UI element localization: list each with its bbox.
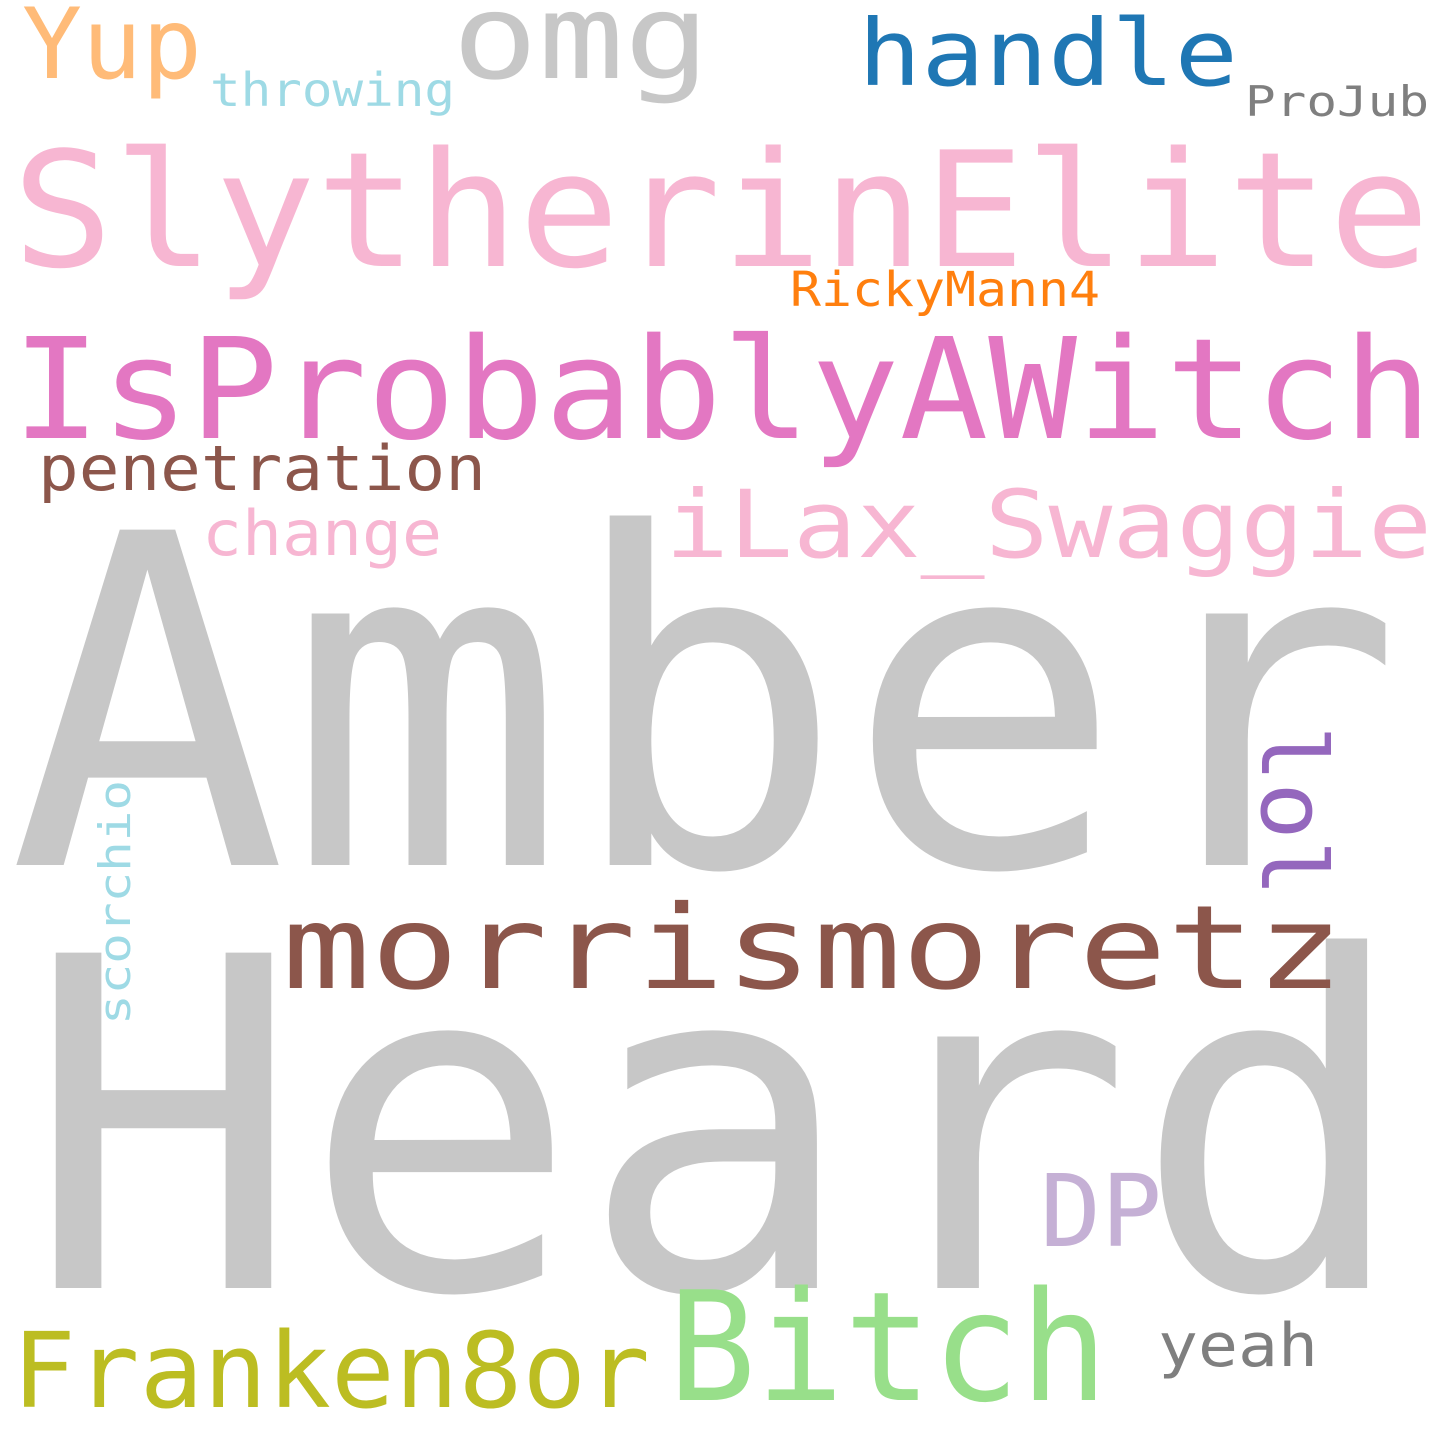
word-morrismoretz: morrismoretz [282, 881, 1344, 1016]
word-slytherinelite: SlytherinElite [12, 117, 1430, 304]
word-ilax-swaggie: iLax_Swaggie [665, 471, 1432, 580]
word-yeah: yeah [1158, 1311, 1318, 1381]
word-rickymann4: RickyMann4 [790, 262, 1100, 318]
word-projub: ProJub [1245, 77, 1429, 126]
word-amber: Amber [8, 439, 1403, 974]
word-lol: lol [1240, 725, 1345, 897]
word-bitch: Bitch [668, 1259, 1108, 1436]
word-throwing: throwing [210, 63, 455, 117]
word-change: change [202, 497, 442, 570]
word-heard: Heard [25, 862, 1410, 1397]
word-penetration: penetration [38, 432, 486, 505]
word-handle: handle [858, 0, 1238, 107]
word-dp: DP [1040, 1153, 1162, 1270]
word-franken8or: Franken8or [12, 1310, 650, 1432]
word-yup: Yup [22, 0, 202, 102]
word-scorchio: scorchio [90, 780, 141, 1025]
word-isprobablyawitch: IsProbablyAWitch [12, 309, 1432, 472]
word-omg: omg [452, 0, 710, 106]
